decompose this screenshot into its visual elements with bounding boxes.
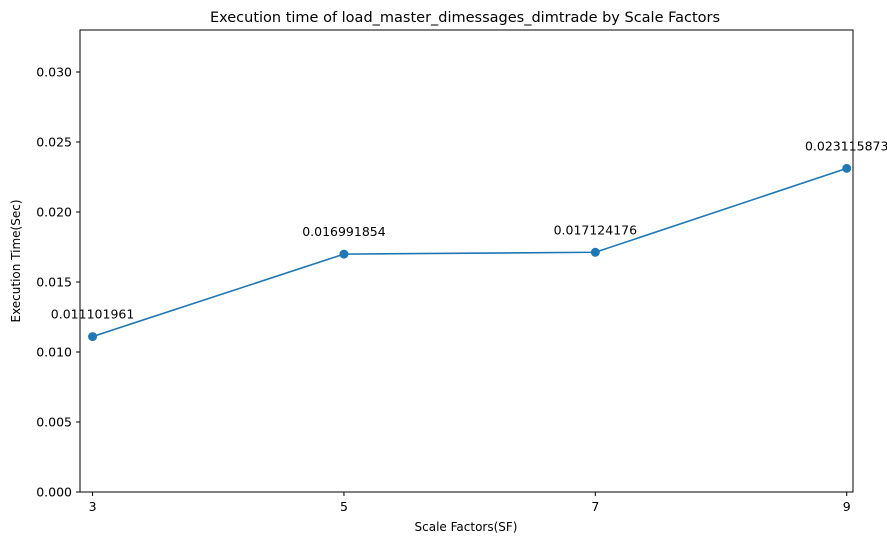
x-tick-label: 9 <box>843 499 851 514</box>
data-point <box>842 163 852 173</box>
x-axis: 3 5 7 9 <box>89 492 851 514</box>
y-axis: 0.000 0.005 0.010 0.015 0.020 0.025 0.030 <box>36 65 80 500</box>
chart-title: Execution time of load_master_dimessages… <box>210 10 720 26</box>
x-axis-label: Scale Factors(SF) <box>415 520 518 534</box>
y-tick-label: 0.025 <box>36 135 72 150</box>
series-line <box>92 167 847 338</box>
plot-frame <box>79 29 854 493</box>
y-tick-label: 0.000 <box>36 485 72 500</box>
data-point <box>339 249 349 259</box>
y-tick-label: 0.030 <box>36 65 72 80</box>
data-label: 0.023115873 <box>805 138 887 153</box>
data-label: 0.011101961 <box>51 307 135 322</box>
x-tick-label: 7 <box>591 499 599 514</box>
data-label: 0.017124176 <box>554 222 638 237</box>
data-label: 0.016991854 <box>302 224 386 239</box>
y-tick-label: 0.010 <box>36 345 72 360</box>
x-tick-label: 3 <box>89 499 97 514</box>
y-tick-label: 0.015 <box>36 275 72 290</box>
y-tick-label: 0.005 <box>36 415 72 430</box>
y-tick-label: 0.020 <box>36 205 72 220</box>
data-point <box>590 247 600 257</box>
data-point <box>88 332 98 342</box>
y-axis-label: Execution Time(Sec) <box>9 199 23 322</box>
x-tick-label: 5 <box>340 499 348 514</box>
series-layer: 0.011101961 0.016991854 0.017124176 0.02311… <box>51 138 887 342</box>
